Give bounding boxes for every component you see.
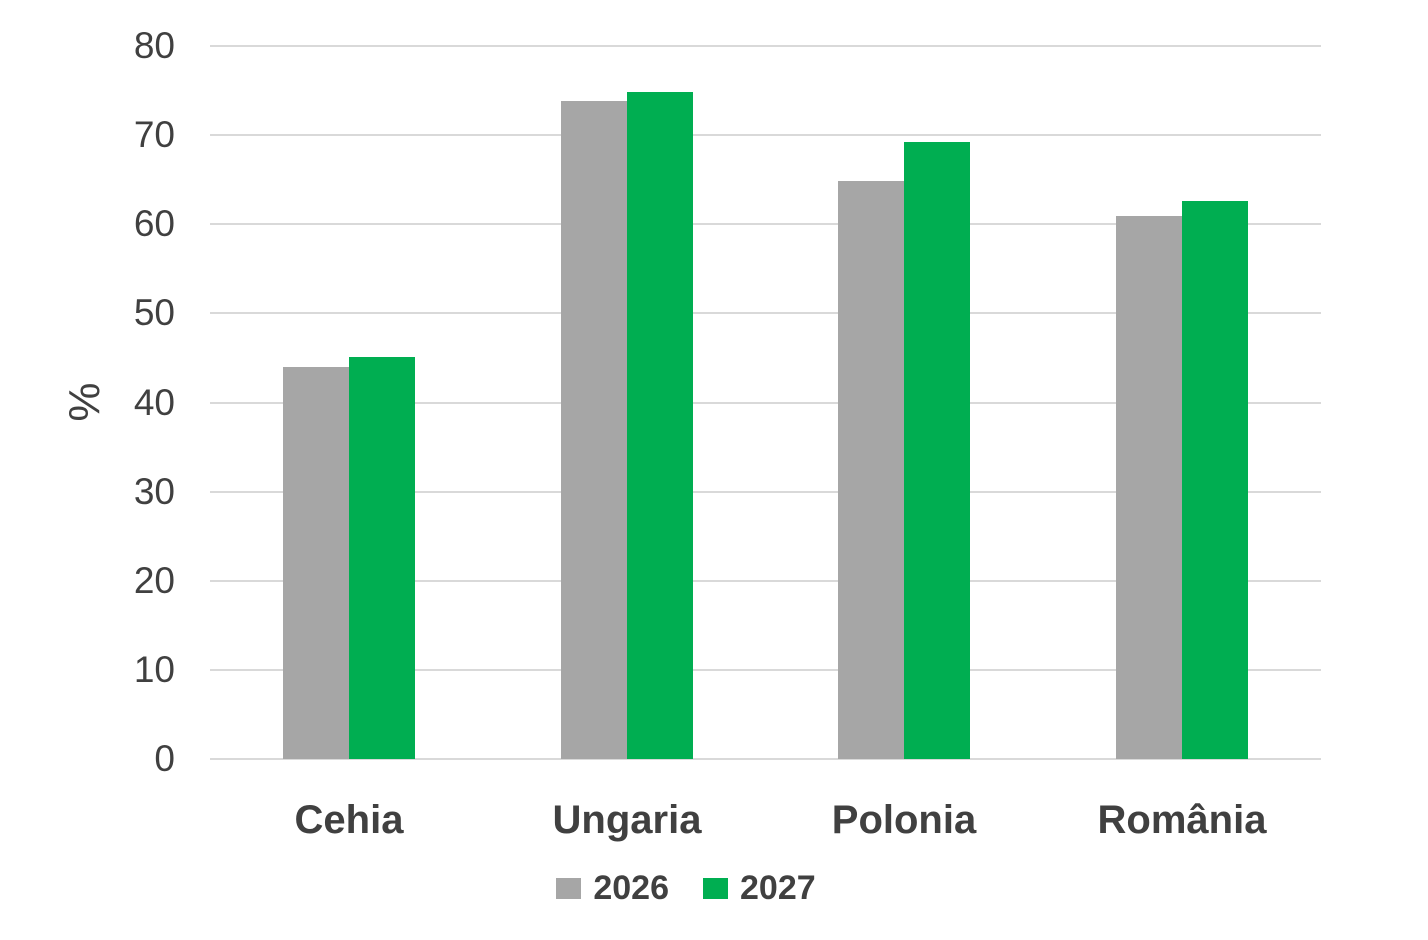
legend: 2026 2027 bbox=[0, 870, 1428, 906]
legend-item-2027: 2027 bbox=[703, 870, 816, 906]
y-tick-label-50: 50 bbox=[133, 292, 175, 334]
gridline-80 bbox=[210, 45, 1321, 47]
bar-2026-polonia bbox=[838, 181, 904, 759]
bar-2026-rom-nia bbox=[1116, 216, 1182, 759]
gridline-50 bbox=[210, 312, 1321, 315]
x-category-label-ungaria: Ungaria bbox=[552, 798, 702, 842]
bar-2026-ungaria bbox=[561, 101, 627, 759]
y-tick-label-30: 30 bbox=[133, 470, 175, 512]
bar-2027-ungaria bbox=[627, 92, 693, 759]
y-tick-label-60: 60 bbox=[133, 203, 175, 245]
gridline-20 bbox=[210, 579, 1321, 582]
legend-item-2026: 2026 bbox=[556, 870, 669, 906]
legend-swatch-2026 bbox=[556, 877, 582, 899]
y-tick-label-0: 0 bbox=[154, 738, 175, 779]
y-tick-label-40: 40 bbox=[133, 381, 175, 423]
y-tick-label-20: 20 bbox=[133, 559, 175, 601]
legend-label-2027: 2027 bbox=[740, 869, 816, 907]
y-tick-label-80: 80 bbox=[133, 25, 175, 66]
bar-2026-cehia bbox=[283, 367, 349, 759]
gridline-10 bbox=[210, 668, 1321, 671]
gridline-60 bbox=[210, 223, 1321, 226]
y-tick-label-70: 70 bbox=[133, 114, 175, 156]
plot-area bbox=[210, 45, 1321, 760]
gridline-0 bbox=[210, 758, 1321, 760]
bar-2027-polonia bbox=[904, 142, 970, 759]
gridline-70 bbox=[210, 134, 1321, 137]
gridline-40 bbox=[210, 401, 1321, 404]
bar-2027-rom-nia bbox=[1182, 201, 1248, 759]
x-category-label-rom-nia: România bbox=[1097, 798, 1267, 842]
x-category-label-cehia: Cehia bbox=[294, 798, 404, 842]
gridline-30 bbox=[210, 490, 1321, 493]
legend-label-2026: 2026 bbox=[593, 869, 669, 907]
bar-2027-cehia bbox=[349, 357, 415, 759]
y-tick-label-10: 10 bbox=[133, 648, 175, 690]
legend-swatch-2027 bbox=[703, 877, 728, 899]
x-category-label-polonia: Polonia bbox=[831, 798, 977, 842]
